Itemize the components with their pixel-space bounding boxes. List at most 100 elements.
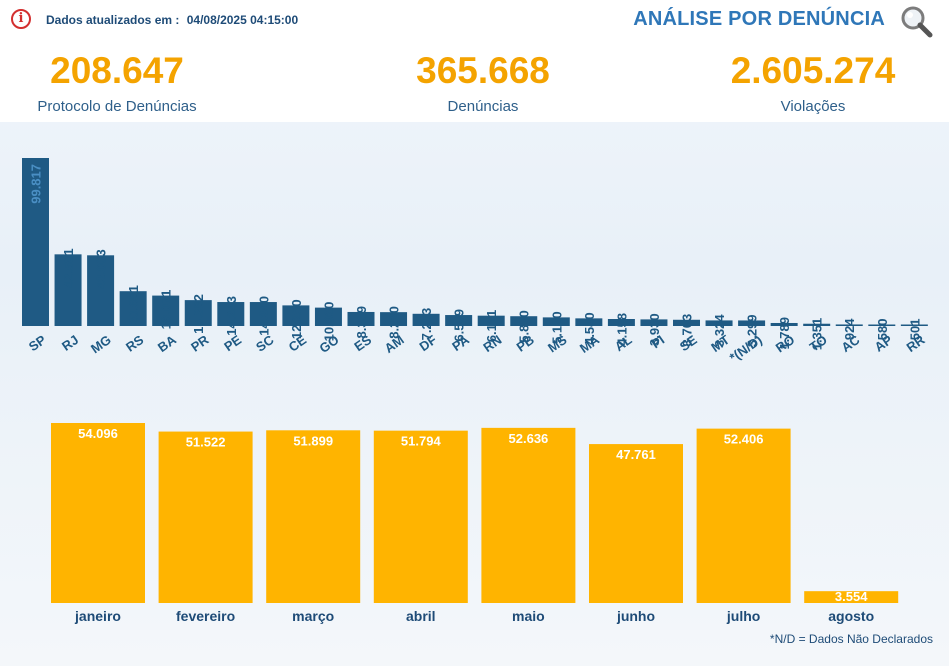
state-bar <box>575 318 603 326</box>
top-bar: i Dados atualizados em : 04/08/2025 04:1… <box>0 0 949 42</box>
updated-value: 04/08/2025 04:15:00 <box>186 13 299 27</box>
state-value-label: 20.681 <box>126 285 141 325</box>
month-value-label: 52.636 <box>509 431 549 446</box>
state-category-label: SP <box>26 332 49 354</box>
state-value-label: 8.230 <box>387 306 402 339</box>
state-bar <box>217 302 245 326</box>
month-value-label: 47.761 <box>616 447 656 462</box>
state-value-label: 42.581 <box>61 248 76 288</box>
footnote: *N/D = Dados Não Declarados <box>769 632 933 646</box>
state-value-label: 5.120 <box>549 311 564 344</box>
state-bar <box>640 319 668 326</box>
state-value-label: 1.789 <box>777 317 792 350</box>
page-title: ANÁLISE POR DENÚNCIA <box>633 8 885 30</box>
month-category-label: janeiro <box>74 608 121 624</box>
state-value-label: 4.158 <box>614 313 629 346</box>
kpi-value: 208.647 <box>50 50 184 91</box>
state-category-label: AM <box>382 332 407 356</box>
state-bar <box>412 313 440 326</box>
month-category-label: maio <box>512 608 545 624</box>
last-updated: Dados atualizados em : 04/08/2025 04:15:… <box>46 13 298 27</box>
month-category-label: abril <box>406 608 436 624</box>
state-value-label: 99.817 <box>29 164 44 204</box>
month-bar <box>804 591 899 603</box>
state-bar <box>607 319 635 326</box>
month-bar <box>51 423 145 603</box>
state-bar <box>445 315 473 326</box>
state-value-label: 12.250 <box>289 299 304 339</box>
month-category-label: junho <box>616 608 655 624</box>
month-bar <box>158 431 253 603</box>
month-bar <box>481 427 576 603</box>
state-value-label: 3.703 <box>680 314 695 347</box>
kpi-protocolos: 208.647 Protocolo de Denúncias <box>17 42 217 115</box>
state-value-label: 924 <box>842 318 857 340</box>
kpi-violacoes: 2.605.274 Violações <box>713 42 913 115</box>
month-value-label: 52.406 <box>724 432 764 447</box>
state-bar <box>22 158 49 326</box>
state-value-label: 6.131 <box>484 310 499 343</box>
state-value-label: 4.540 <box>582 312 597 345</box>
month-bar <box>589 444 683 603</box>
state-value-label: 3.930 <box>647 313 662 346</box>
state-bar <box>249 302 277 326</box>
month-category-label: fevereiro <box>176 608 235 624</box>
state-category-label: RJ <box>59 332 81 354</box>
state-value-label: 6.509 <box>452 309 467 342</box>
state-value-label: 10.920 <box>321 302 336 342</box>
kpi-denuncias: 365.668 Denúncias <box>383 42 583 115</box>
state-value-label: 3.324 <box>712 314 727 347</box>
state-bar <box>803 323 831 326</box>
state-category-label: RS <box>123 332 147 355</box>
state-category-label: MG <box>88 332 114 356</box>
state-bar <box>673 319 700 326</box>
month-value-label: 51.899 <box>293 433 333 448</box>
kpi-label: Protocolo de Denúncias <box>37 98 197 115</box>
month-value-label: 51.794 <box>401 434 442 449</box>
month-category-label: março <box>292 608 334 624</box>
kpi-label: Violações <box>780 98 846 115</box>
state-value-label: 14.243 <box>224 296 239 336</box>
state-bar <box>380 312 408 326</box>
state-bar <box>347 311 375 326</box>
state-value-label: 1.351 <box>810 318 825 351</box>
state-category-label: MA <box>577 332 603 356</box>
state-bar <box>868 324 896 326</box>
state-value-label: 18.071 <box>159 290 174 330</box>
state-category-label: BA <box>155 332 179 355</box>
state-value-label: 8.339 <box>354 306 369 339</box>
kpi-panel: 208.647 Protocolo de Denúncias 365.668 D… <box>0 42 949 122</box>
info-icon[interactable]: i <box>11 9 31 29</box>
state-value-label: 14.240 <box>256 296 271 336</box>
month-bar <box>266 430 361 603</box>
month-value-label: 3.554 <box>835 589 868 604</box>
state-value-label: 5.820 <box>517 310 532 343</box>
state-bar <box>184 300 212 326</box>
state-bar <box>835 324 863 326</box>
state-bar <box>510 316 538 326</box>
month-bar <box>696 428 791 603</box>
state-bar <box>152 295 180 326</box>
state-category-label: GO <box>316 332 341 356</box>
state-value-label: 42.003 <box>94 249 109 289</box>
state-category-label: PR <box>188 332 212 355</box>
state-bar <box>542 317 570 326</box>
updated-label: Dados atualizados em : <box>46 13 180 27</box>
state-bar <box>119 291 147 326</box>
state-value-label: 3.299 <box>745 314 760 347</box>
state-bar <box>705 320 733 326</box>
month-bar <box>373 430 468 603</box>
month-value-label: 54.096 <box>78 426 118 441</box>
state-value-label: 580 <box>875 319 890 341</box>
state-value-label: 15.382 <box>191 294 206 334</box>
kpi-value: 2.605.274 <box>730 50 896 91</box>
state-value-label: 501 <box>907 319 922 341</box>
state-value-label: 7.253 <box>419 308 434 341</box>
state-bar <box>282 305 310 326</box>
search-icon[interactable] <box>899 4 933 38</box>
month-category-label: julho <box>726 608 760 624</box>
state-bar <box>54 254 82 326</box>
state-bar <box>87 255 115 326</box>
state-bar <box>770 322 798 326</box>
kpi-label: Denúncias <box>447 98 519 115</box>
